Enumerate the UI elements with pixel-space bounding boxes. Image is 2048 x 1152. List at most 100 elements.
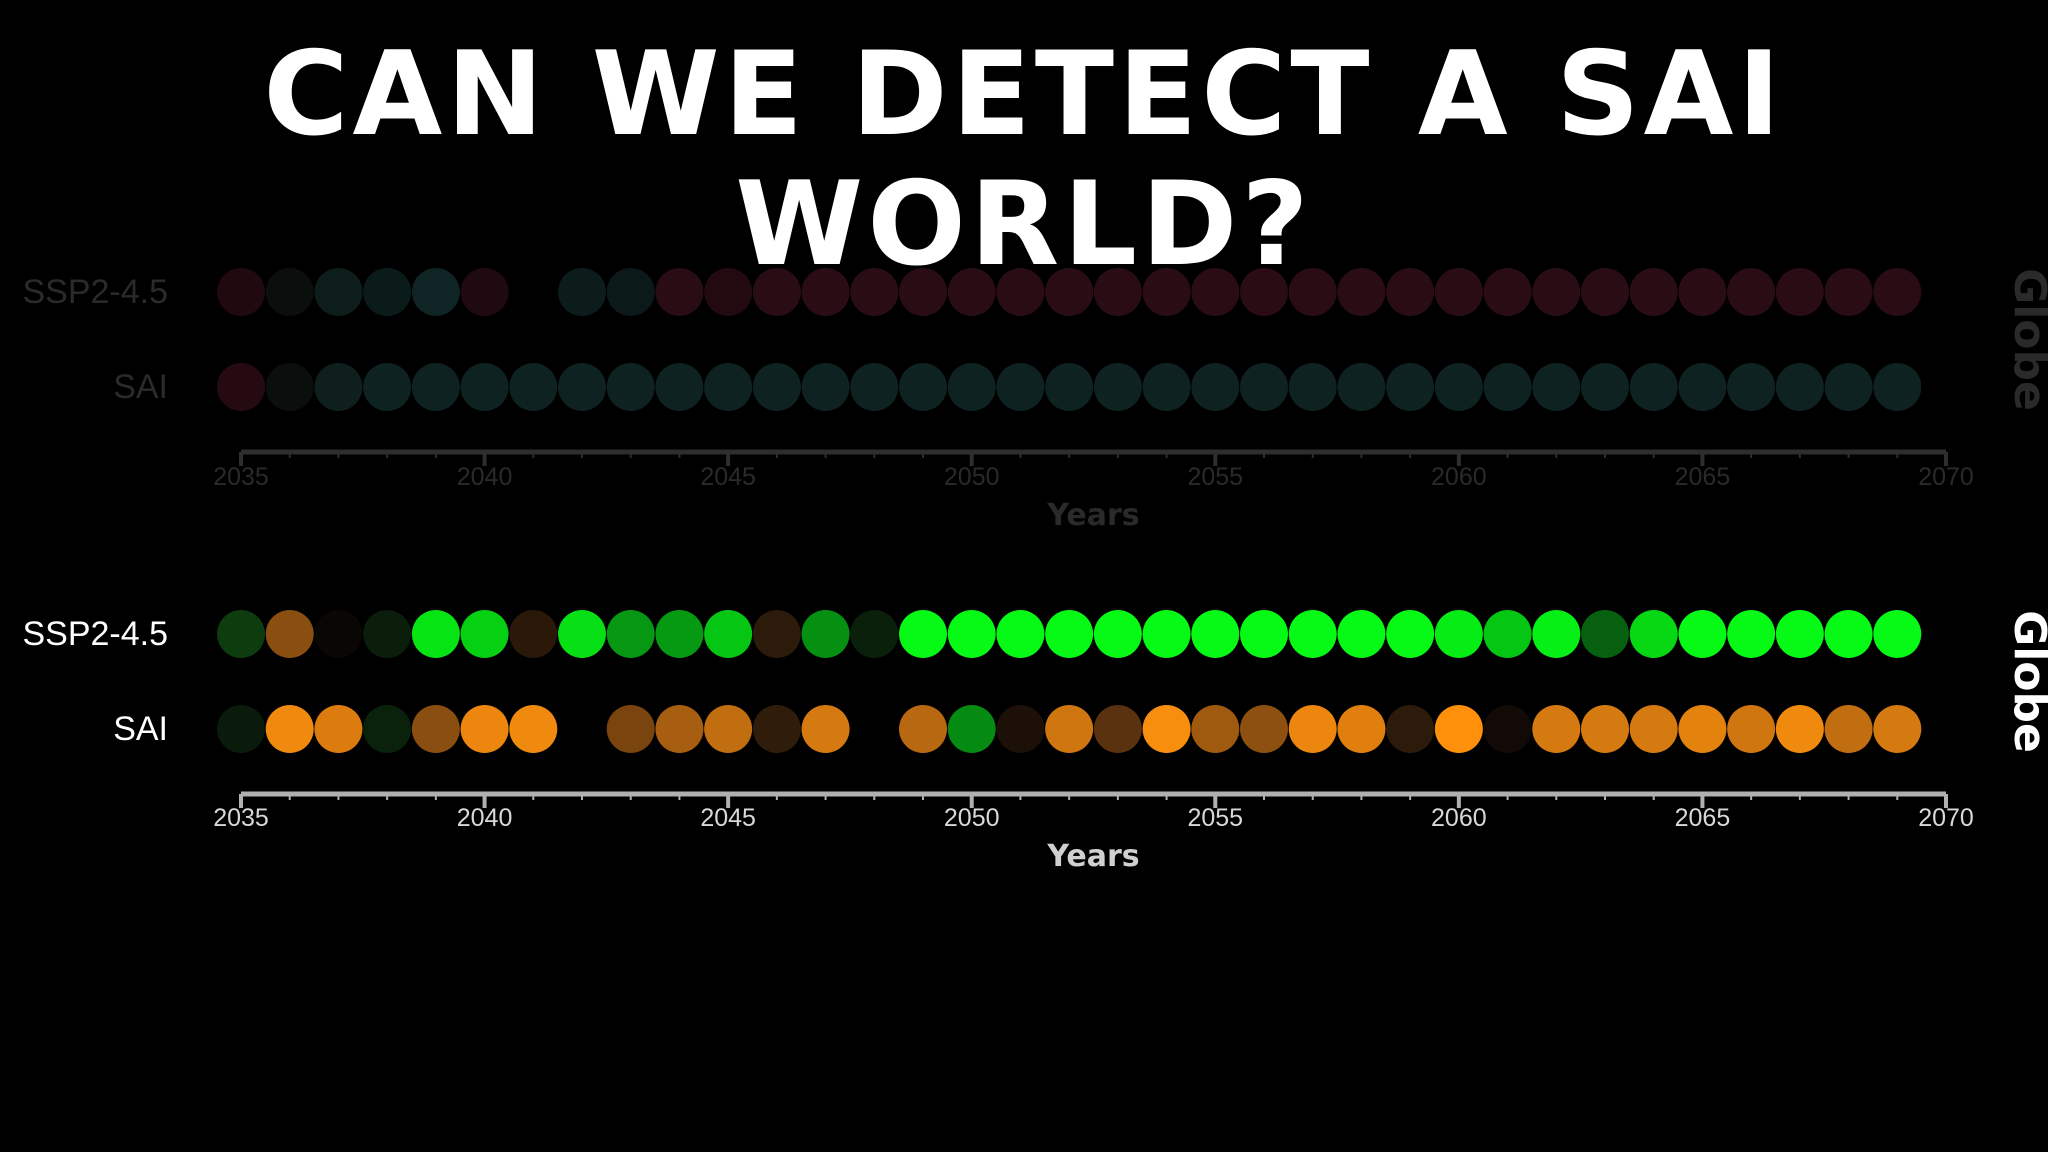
dot-ssp2-4-5-2060 xyxy=(1434,268,1483,316)
dot-sai-2037 xyxy=(314,705,363,753)
dot-sai-2060 xyxy=(1434,363,1483,411)
dot-ssp2-4-5-2049 xyxy=(899,268,947,316)
dot-sai-2065 xyxy=(1678,363,1727,411)
dot-ssp2-4-5-2054 xyxy=(1142,610,1191,658)
page-title: CAN WE DETECT A SAI WORLD? xyxy=(263,27,1785,292)
dot-sai-2047 xyxy=(801,705,850,753)
x-tick-label: 2060 xyxy=(1431,804,1487,832)
dot-ssp2-4-5-2062 xyxy=(1532,268,1581,316)
dot-sai-2040 xyxy=(460,705,509,753)
dot-sai-2035 xyxy=(217,705,265,753)
x-axis-title: Years xyxy=(1046,839,1139,874)
dot-sai-2066 xyxy=(1727,363,1776,411)
dot-sai-2062 xyxy=(1532,705,1581,753)
dot-sai-2039 xyxy=(411,363,460,411)
series-label-sai: SAI xyxy=(113,368,168,406)
dot-sai-2061 xyxy=(1483,363,1532,411)
dot-sai-2045 xyxy=(704,363,753,411)
dot-ssp2-4-5-2044 xyxy=(655,610,704,658)
dot-sai-2054 xyxy=(1142,705,1191,753)
dot-ssp2-4-5-2066 xyxy=(1727,268,1776,316)
dot-ssp2-4-5-2050 xyxy=(947,610,996,658)
dot-sai-2059 xyxy=(1386,705,1435,753)
dot-ssp2-4-5-2055 xyxy=(1191,268,1240,316)
dot-ssp2-4-5-2045 xyxy=(704,610,753,658)
series-label-ssp2-4-5: SSP2-4.5 xyxy=(22,273,168,311)
x-tick-label: 2040 xyxy=(457,463,513,491)
dot-sai-2052 xyxy=(1045,363,1094,411)
dot-ssp2-4-5-2067 xyxy=(1775,268,1824,316)
series-label-sai: SAI xyxy=(113,710,168,748)
dot-ssp2-4-5-2051 xyxy=(996,610,1045,658)
dot-ssp2-4-5-2046 xyxy=(752,268,801,316)
dot-sai-2045 xyxy=(704,705,753,753)
x-axis-title: Years xyxy=(1046,498,1139,533)
dot-ssp2-4-5-2061 xyxy=(1483,268,1532,316)
dot-ssp2-4-5-2039 xyxy=(411,268,460,316)
dot-ssp2-4-5-2064 xyxy=(1629,610,1678,658)
dot-ssp2-4-5-2065 xyxy=(1678,268,1727,316)
dot-sai-2060 xyxy=(1434,705,1483,753)
dot-ssp2-4-5-2067 xyxy=(1775,610,1824,658)
x-tick-label: 2070 xyxy=(1918,804,1974,832)
dot-sai-2050 xyxy=(947,363,996,411)
dot-sai-2049 xyxy=(899,705,947,753)
x-tick-label: 2035 xyxy=(213,804,269,832)
dot-sai-2051 xyxy=(996,705,1045,753)
dot-sai-2037 xyxy=(314,363,363,411)
dot-ssp2-4-5-2066 xyxy=(1727,610,1776,658)
dot-ssp2-4-5-2047 xyxy=(801,268,850,316)
dot-sai-2068 xyxy=(1824,363,1873,411)
dot-sai-2064 xyxy=(1629,705,1678,753)
dot-sai-2054 xyxy=(1142,363,1191,411)
dot-ssp2-4-5-2042 xyxy=(558,268,606,316)
x-tick-label: 2065 xyxy=(1675,804,1731,832)
dot-ssp2-4-5-2048 xyxy=(850,268,899,316)
dot-sai-2049 xyxy=(899,363,947,411)
dot-sai-2041 xyxy=(509,705,558,753)
dot-sai-2048 xyxy=(850,705,899,753)
dot-sai-2065 xyxy=(1678,705,1727,753)
dot-ssp2-4-5-2037 xyxy=(314,610,363,658)
dot-ssp2-4-5-2040 xyxy=(460,610,509,658)
dot-sai-2053 xyxy=(1093,705,1142,753)
dot-sai-2056 xyxy=(1240,363,1288,411)
x-tick-label: 2040 xyxy=(457,804,513,832)
dot-sai-2040 xyxy=(460,363,509,411)
dot-ssp2-4-5-2058 xyxy=(1337,610,1386,658)
dot-sai-2056 xyxy=(1240,705,1288,753)
dot-sai-2057 xyxy=(1288,363,1337,411)
dot-sai-2069 xyxy=(1873,705,1922,753)
dot-ssp2-4-5-2041 xyxy=(509,268,558,316)
dot-ssp2-4-5-2038 xyxy=(363,268,412,316)
dot-ssp2-4-5-2045 xyxy=(704,268,753,316)
dot-sai-2050 xyxy=(947,705,996,753)
dot-sai-2063 xyxy=(1581,705,1629,753)
dot-ssp2-4-5-2035 xyxy=(217,610,265,658)
dot-sai-2068 xyxy=(1824,705,1873,753)
dot-sai-2042 xyxy=(558,363,606,411)
dot-sai-2058 xyxy=(1337,705,1386,753)
dot-ssp2-4-5-2043 xyxy=(606,268,655,316)
dot-ssp2-4-5-2060 xyxy=(1434,610,1483,658)
dot-ssp2-4-5-2043 xyxy=(606,610,655,658)
dot-ssp2-4-5-2069 xyxy=(1873,610,1922,658)
dot-sai-2042 xyxy=(558,705,606,753)
dot-ssp2-4-5-2055 xyxy=(1191,610,1240,658)
dot-ssp2-4-5-2057 xyxy=(1288,610,1337,658)
dot-ssp2-4-5-2059 xyxy=(1386,610,1435,658)
dot-ssp2-4-5-2051 xyxy=(996,268,1045,316)
dot-ssp2-4-5-2058 xyxy=(1337,268,1386,316)
dot-sai-2066 xyxy=(1727,705,1776,753)
dot-ssp2-4-5-2059 xyxy=(1386,268,1435,316)
dot-ssp2-4-5-2069 xyxy=(1873,268,1922,316)
dot-sai-2043 xyxy=(606,363,655,411)
dot-ssp2-4-5-2052 xyxy=(1045,268,1094,316)
dot-ssp2-4-5-2047 xyxy=(801,610,850,658)
dot-ssp2-4-5-2053 xyxy=(1093,610,1142,658)
dot-sai-2041 xyxy=(509,363,558,411)
dot-ssp2-4-5-2049 xyxy=(899,610,947,658)
dot-sai-2067 xyxy=(1775,363,1824,411)
dot-ssp2-4-5-2036 xyxy=(265,268,314,316)
dot-ssp2-4-5-2068 xyxy=(1824,268,1873,316)
